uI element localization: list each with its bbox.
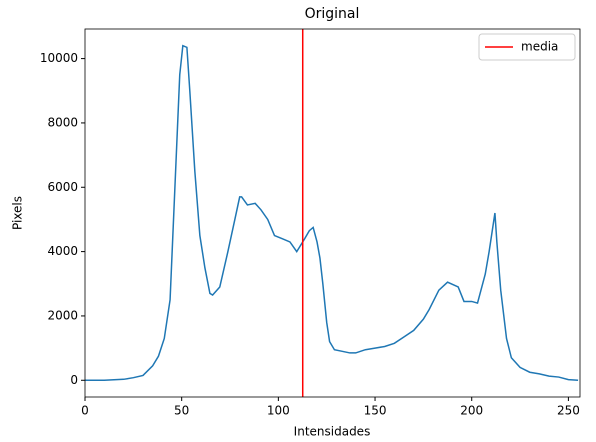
y-axis-label: Pixels: [11, 196, 25, 230]
y-tick-label: 4000: [47, 244, 78, 258]
y-tick-label: 2000: [47, 308, 78, 322]
y-tick-label: 0: [70, 373, 78, 387]
x-axis-label: Intensidades: [294, 425, 371, 439]
data-line: [85, 44, 579, 382]
y-tick-label: 6000: [47, 180, 78, 194]
x-tick-label: 100: [267, 404, 290, 418]
x-tick-label: 50: [174, 404, 189, 418]
x-tick-label: 0: [81, 404, 89, 418]
y-tick-label: 10000: [40, 51, 78, 65]
x-tick-label: 250: [557, 404, 580, 418]
x-tick-label: 200: [460, 404, 483, 418]
legend-label: media: [521, 40, 558, 54]
legend-box: [478, 33, 576, 61]
chart-title: Original: [305, 6, 360, 22]
plot-frame: [84, 28, 581, 398]
x-tick-label: 150: [364, 404, 387, 418]
y-tick-label: 8000: [47, 115, 78, 129]
